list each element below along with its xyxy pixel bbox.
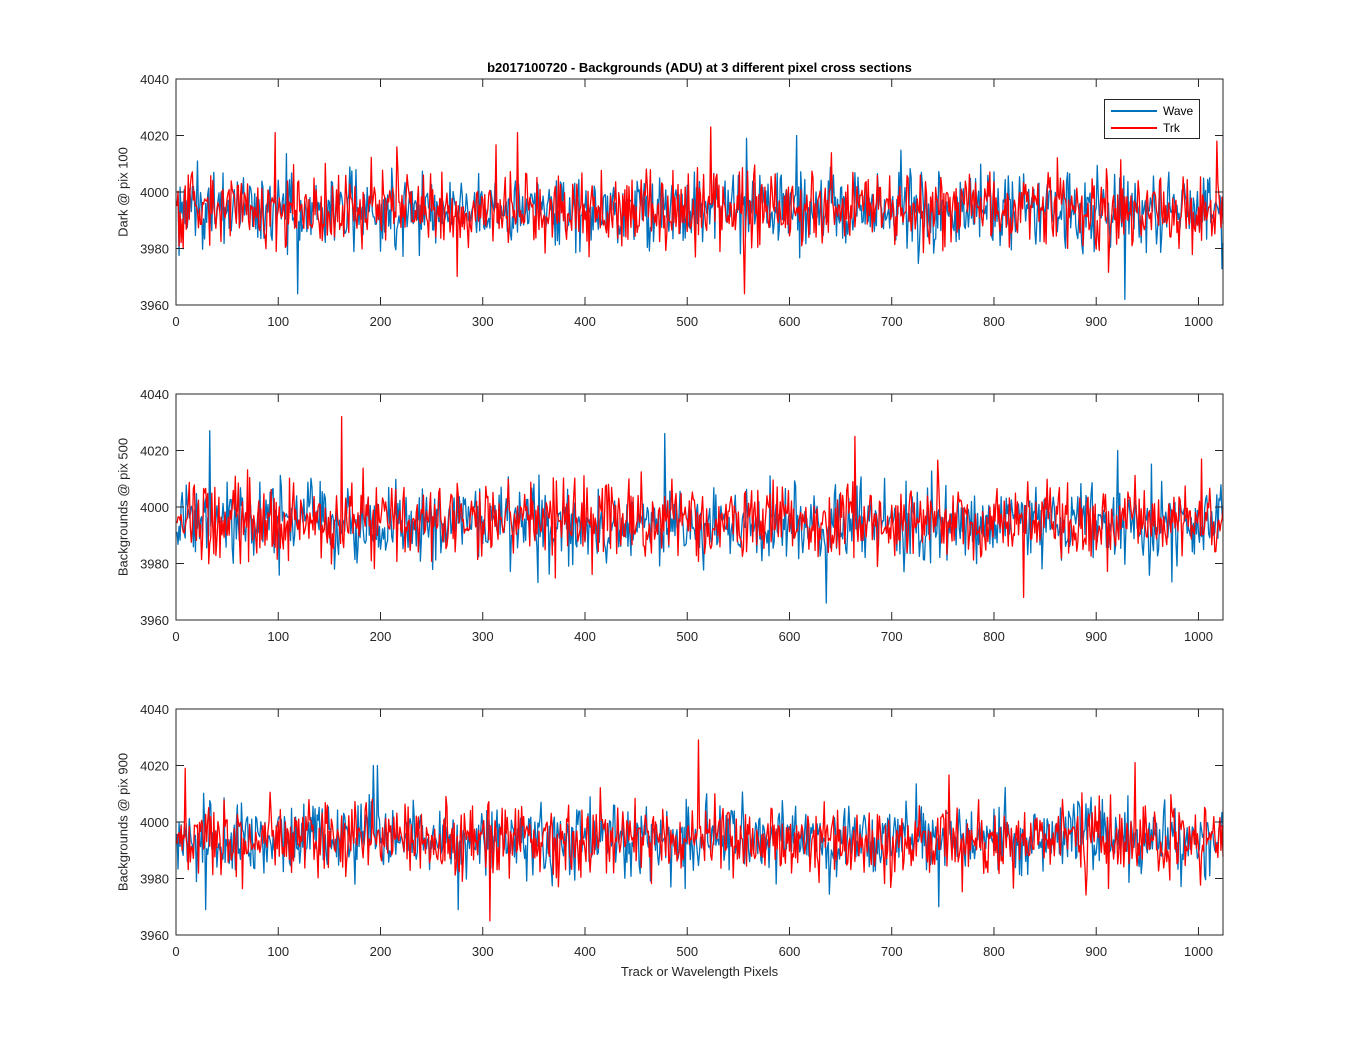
y-tick-label: 4040 bbox=[140, 72, 169, 87]
x-tick-label: 500 bbox=[676, 944, 698, 959]
series-line-wave-panel-1 bbox=[176, 134, 1224, 300]
y-tick-label: 3960 bbox=[140, 298, 169, 313]
x-tick-label: 500 bbox=[676, 629, 698, 644]
x-tick-label: 1000 bbox=[1184, 629, 1213, 644]
y-tick-label: 3980 bbox=[140, 557, 169, 572]
y-tick-label: 3960 bbox=[140, 928, 169, 943]
series-line-trk-panel-3 bbox=[176, 739, 1224, 922]
y-tick-label: 3980 bbox=[140, 872, 169, 887]
x-tick-label: 700 bbox=[881, 629, 903, 644]
chart-title: b2017100720 - Backgrounds (ADU) at 3 dif… bbox=[487, 60, 912, 75]
x-tick-label: 300 bbox=[472, 314, 494, 329]
x-tick-label: 500 bbox=[676, 314, 698, 329]
series-line-trk-panel-1 bbox=[176, 126, 1224, 295]
x-axis-label: Track or Wavelength Pixels bbox=[620, 964, 779, 979]
y-tick-label: 3980 bbox=[140, 242, 169, 257]
y-axis-label-panel-3: Backgrounds @ pix 900 bbox=[115, 752, 131, 892]
x-tick-label: 100 bbox=[267, 944, 289, 959]
y-tick-label: 4000 bbox=[140, 500, 169, 515]
x-tick-label: 300 bbox=[472, 629, 494, 644]
y-tick-label: 4020 bbox=[140, 444, 169, 459]
x-tick-label: 0 bbox=[172, 314, 179, 329]
x-tick-label: 900 bbox=[1085, 629, 1107, 644]
x-tick-label: 400 bbox=[574, 944, 596, 959]
x-tick-label: 300 bbox=[472, 944, 494, 959]
x-tick-label: 700 bbox=[881, 944, 903, 959]
x-tick-label: 1000 bbox=[1184, 944, 1213, 959]
y-tick-label: 4040 bbox=[140, 702, 169, 717]
legend-label-wave: Wave bbox=[1163, 104, 1194, 118]
legend-entry-wave: Wave bbox=[1111, 103, 1193, 119]
x-tick-label: 200 bbox=[370, 314, 392, 329]
x-tick-label: 800 bbox=[983, 944, 1005, 959]
legend: Wave Trk bbox=[1104, 99, 1200, 139]
legend-label-trk: Trk bbox=[1163, 121, 1180, 135]
legend-entry-trk: Trk bbox=[1111, 120, 1180, 136]
x-tick-label: 100 bbox=[267, 629, 289, 644]
x-tick-label: 700 bbox=[881, 314, 903, 329]
y-tick-label: 4000 bbox=[140, 815, 169, 830]
y-tick-label: 4040 bbox=[140, 387, 169, 402]
y-tick-label: 4020 bbox=[140, 759, 169, 774]
x-tick-label: 900 bbox=[1085, 944, 1107, 959]
x-tick-label: 100 bbox=[267, 314, 289, 329]
y-axis-label-panel-2: Backgrounds @ pix 500 bbox=[115, 437, 131, 577]
x-tick-label: 400 bbox=[574, 629, 596, 644]
x-tick-label: 800 bbox=[983, 629, 1005, 644]
y-axis-label-panel-1: Dark @ pix 100 bbox=[115, 147, 131, 237]
y-tick-label: 3960 bbox=[140, 613, 169, 628]
x-tick-label: 200 bbox=[370, 944, 392, 959]
x-tick-label: 600 bbox=[779, 629, 801, 644]
legend-swatch-wave bbox=[1111, 110, 1157, 112]
x-tick-label: 600 bbox=[779, 944, 801, 959]
x-tick-label: 400 bbox=[574, 314, 596, 329]
x-tick-label: 200 bbox=[370, 629, 392, 644]
x-tick-label: 0 bbox=[172, 629, 179, 644]
x-tick-label: 600 bbox=[779, 314, 801, 329]
y-tick-label: 4000 bbox=[140, 185, 169, 200]
x-tick-label: 0 bbox=[172, 944, 179, 959]
x-tick-label: 1000 bbox=[1184, 314, 1213, 329]
x-tick-label: 800 bbox=[983, 314, 1005, 329]
legend-swatch-trk bbox=[1111, 127, 1157, 129]
series-line-trk-panel-2 bbox=[176, 415, 1224, 599]
y-tick-label: 4020 bbox=[140, 129, 169, 144]
x-tick-label: 900 bbox=[1085, 314, 1107, 329]
